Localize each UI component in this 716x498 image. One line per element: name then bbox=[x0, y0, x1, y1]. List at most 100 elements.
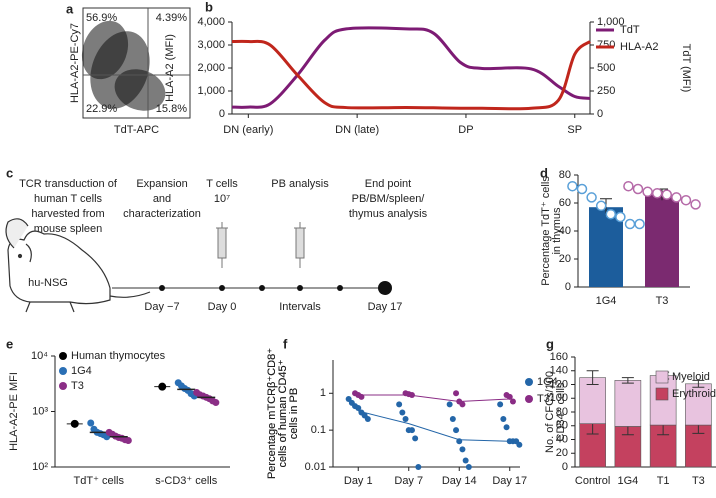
data-point bbox=[402, 416, 409, 423]
data-point bbox=[70, 419, 79, 428]
axis-title: HLA-A2-PE-Cy7 bbox=[69, 23, 81, 103]
y-tick-label: 0 bbox=[219, 108, 225, 120]
data-point bbox=[642, 186, 653, 198]
x-tick-label: Control bbox=[575, 475, 610, 487]
syringe-icon bbox=[216, 222, 306, 268]
axis-title: cells of human CD45⁺ bbox=[277, 359, 289, 467]
legend-swatch bbox=[59, 382, 67, 390]
y-tick-label: 0.1 bbox=[311, 424, 326, 436]
mouse-label: hu-NSG bbox=[28, 277, 68, 289]
y-tick-label: 250 bbox=[597, 85, 615, 97]
data-point bbox=[364, 416, 371, 423]
data-point bbox=[446, 401, 453, 408]
step-text: 10⁷ bbox=[214, 193, 230, 205]
bar-segment bbox=[649, 375, 677, 426]
y-tick-label: 10² bbox=[32, 461, 48, 473]
x-tick-label: TdT⁺ cells bbox=[74, 475, 125, 487]
x-tick-label: T3 bbox=[656, 295, 669, 307]
step-text: Expansion bbox=[136, 178, 187, 190]
mean-line bbox=[358, 410, 510, 442]
y-tick-label: 0 bbox=[597, 108, 603, 120]
timepoint: Intervals bbox=[279, 301, 321, 313]
legend-label: HLA-A2 bbox=[620, 41, 659, 53]
error-bar bbox=[621, 377, 634, 384]
mouse-icon bbox=[5, 218, 151, 313]
y-tick-label: 80 bbox=[559, 169, 571, 181]
x-tick-label: Day 7 bbox=[394, 475, 423, 487]
data-point bbox=[509, 398, 516, 405]
data-point bbox=[415, 464, 422, 470]
timepoint: Day −7 bbox=[144, 301, 179, 313]
step-text: T cells bbox=[206, 178, 238, 190]
quadrant-label: 4.39% bbox=[156, 12, 187, 24]
step-text: characterization bbox=[123, 208, 201, 220]
x-tick-label: s-CD3⁺ cells bbox=[155, 475, 218, 487]
axis-title: Percentage TdT⁺ cells bbox=[540, 176, 552, 286]
timeline: c TCR transduction of human T cells harv… bbox=[5, 165, 428, 313]
data-point bbox=[412, 435, 419, 442]
data-point bbox=[595, 200, 607, 212]
x-tick-label: T1 bbox=[657, 475, 670, 487]
data-point bbox=[615, 211, 626, 223]
y-tick-label: 40 bbox=[556, 433, 568, 445]
step-text: PB/BM/spleen/ bbox=[352, 193, 426, 205]
x-tick-label: Day 1 bbox=[344, 475, 373, 487]
panel-label: e bbox=[6, 336, 13, 351]
data-point bbox=[87, 419, 95, 427]
data-point bbox=[408, 427, 415, 434]
x-tick-label: T3 bbox=[692, 475, 705, 487]
data-point bbox=[651, 187, 663, 199]
y-tick-label: 160 bbox=[550, 351, 568, 363]
data-point bbox=[661, 189, 673, 200]
legend-swatch bbox=[59, 367, 67, 375]
panel-label: f bbox=[283, 336, 288, 351]
timepoint: Day 17 bbox=[368, 301, 403, 313]
panel-label: a bbox=[66, 1, 74, 16]
x-tick-label: DP bbox=[458, 124, 473, 136]
quadrant-label: 15.8% bbox=[156, 103, 187, 115]
axis-title: TdT (MFI) bbox=[680, 44, 692, 93]
data-point bbox=[586, 192, 597, 203]
y-tick-label: 40 bbox=[559, 225, 571, 237]
data-point bbox=[212, 399, 220, 407]
axis-title: cells in PB bbox=[288, 388, 300, 439]
y-tick-label: 0 bbox=[562, 461, 568, 473]
axis-title: cells of human CD45⁺ bbox=[277, 359, 289, 467]
y-tick-label: 3,000 bbox=[197, 39, 225, 51]
y-tick-label: 500 bbox=[597, 62, 615, 74]
event-cloud bbox=[90, 31, 150, 109]
data-point bbox=[634, 218, 645, 230]
legend-label: Human thymocytes bbox=[71, 350, 166, 362]
legend-swatch bbox=[655, 370, 669, 384]
step-text: thymus analysis bbox=[349, 208, 428, 220]
y-tick-label: 20 bbox=[556, 447, 568, 459]
legend-label: Myeloid bbox=[672, 371, 710, 383]
y-tick-label: 1,000 bbox=[197, 85, 225, 97]
data-point bbox=[632, 183, 644, 195]
y-tick-label: 4,000 bbox=[197, 16, 225, 28]
x-tick-label: SP bbox=[567, 124, 582, 136]
panel-label: d bbox=[540, 165, 548, 180]
data-point bbox=[623, 180, 634, 192]
legend-label: TdT bbox=[620, 24, 640, 36]
axis-title: CD34⁺ cells bbox=[555, 382, 567, 441]
step-text: and bbox=[153, 193, 171, 205]
legend-swatch bbox=[59, 352, 67, 360]
x-tick-label: 1G4 bbox=[596, 295, 617, 307]
x-tick-label: DN (early) bbox=[223, 124, 273, 136]
data-point bbox=[671, 192, 682, 203]
error-bar bbox=[586, 370, 599, 385]
data-point bbox=[158, 382, 167, 391]
axis-title: cells in PB bbox=[288, 388, 300, 439]
x-tick-label: Day 17 bbox=[492, 475, 527, 487]
data-point bbox=[124, 437, 132, 445]
data-point bbox=[459, 401, 466, 408]
step-text: End point bbox=[365, 178, 411, 190]
data-point bbox=[453, 427, 460, 434]
data-point bbox=[576, 183, 588, 195]
panel-label: b bbox=[205, 0, 213, 14]
legend-label: T3 bbox=[537, 393, 550, 405]
x-tick-label: 1G4 bbox=[617, 475, 638, 487]
